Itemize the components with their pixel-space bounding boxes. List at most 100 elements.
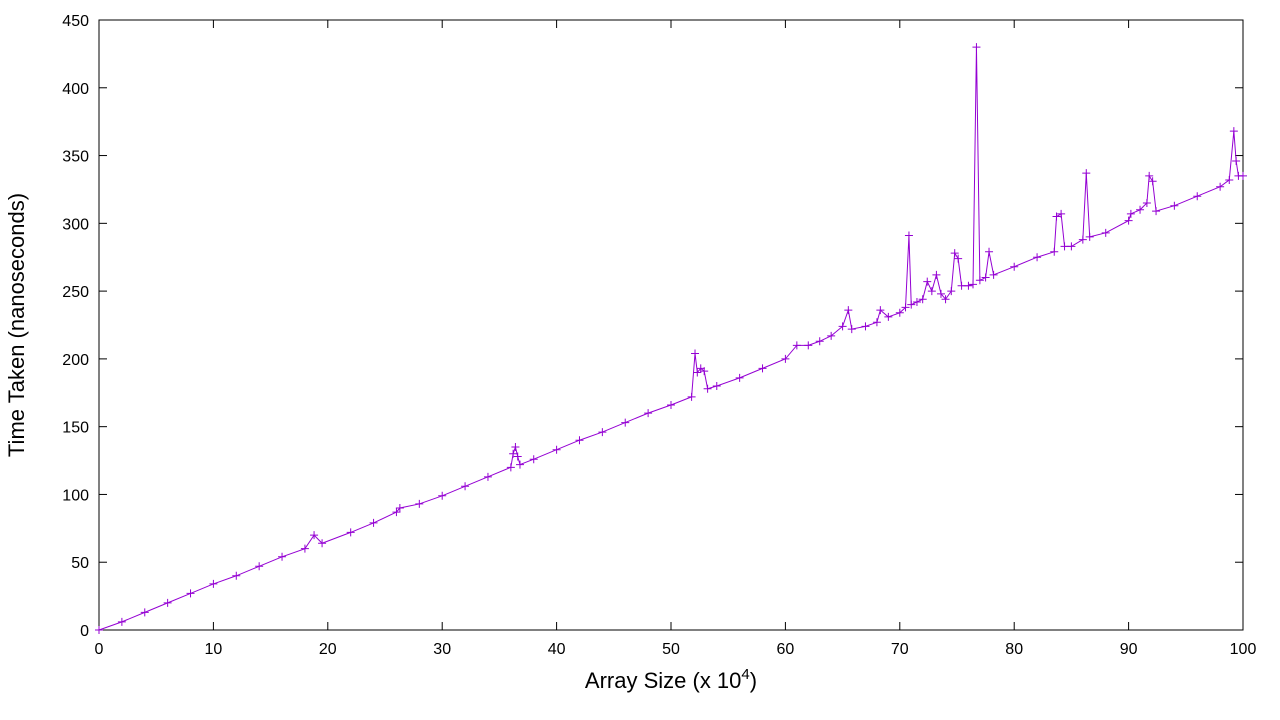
x-tick-label: 30 [433,641,451,658]
data-point [1148,177,1157,186]
data-point [1145,171,1154,180]
data-point [941,295,950,304]
data-point [1142,199,1151,207]
data-point [861,322,870,331]
x-tick-label: 60 [777,641,795,658]
data-point [310,531,319,540]
data-point [1232,156,1241,165]
x-tick-label: 10 [205,641,223,658]
data-point [989,270,998,279]
y-tick-label: 50 [71,555,89,572]
data-point [947,287,956,296]
data-point [1052,212,1061,221]
data-point [1136,205,1145,214]
x-axis-label: Array Size (x 104) [585,666,757,693]
data-point [781,354,790,363]
data-point [907,300,916,309]
data-point [758,364,767,373]
data-point [1193,192,1202,201]
data-point [117,617,126,626]
data-point [1060,242,1069,251]
data-point [1124,216,1133,225]
data-point [918,295,927,304]
x-tick-label: 40 [548,641,566,658]
data-point [844,306,853,315]
data-point [1229,127,1238,136]
data-point [1010,262,1019,271]
data-point [792,341,801,350]
data-point [163,598,172,607]
data-point [847,325,856,334]
data-point [644,409,653,418]
series-layer [95,43,1247,634]
data-point [912,297,921,306]
data-point [954,254,963,263]
data-point [804,341,813,350]
data-point [95,626,103,634]
data-point [506,463,515,472]
data-point [369,518,378,527]
y-tick-label: 200 [62,352,89,369]
y-tick-label: 150 [62,420,89,437]
data-point [1126,209,1135,218]
y-tick-label: 350 [62,149,89,166]
data-point [575,436,584,445]
data-point [712,382,721,390]
data-point [735,373,744,382]
data-point [1033,253,1042,262]
y-tick-label: 100 [62,487,89,504]
data-point [255,562,264,571]
data-point [895,308,904,317]
plot-frame [98,19,1244,631]
data-point [483,472,492,481]
data-point [1239,171,1247,180]
x-tick-label: 50 [662,641,680,658]
data-point [318,539,327,548]
x-axis-label-superscript: 4 [741,666,749,683]
data-point [981,273,990,282]
data-point [1170,201,1179,210]
data-point [1085,232,1094,241]
data-point [598,428,607,437]
data-point [1057,209,1066,218]
y-tick-label: 250 [62,284,89,301]
data-point [964,281,973,290]
data-point [687,392,696,401]
data-point [395,504,404,512]
data-point [511,443,520,451]
x-tick-label: 80 [1005,641,1023,658]
data-point [901,303,910,312]
data-point [1067,242,1076,251]
series-line [98,47,1243,631]
x-tick-label: 0 [95,641,104,658]
y-tick-label: 300 [62,216,89,233]
data-point [950,249,959,258]
data-point [1225,175,1234,184]
data-point [186,589,195,598]
data-point [923,277,932,286]
data-point [693,368,702,377]
data-point [529,455,538,464]
data-point [932,270,941,279]
x-tick-label: 20 [319,641,337,658]
data-point [1101,228,1110,237]
data-point [209,579,218,588]
data-point [838,322,847,331]
x-tick-label: 100 [1230,641,1257,658]
data-point [300,544,309,553]
data-point [509,449,518,458]
data-point [513,452,522,461]
data-point [904,231,913,240]
data-point [936,289,945,298]
data-point [1152,207,1161,216]
data-point [876,306,885,315]
data-point [515,460,524,469]
x-axis-label-main: Array Size (x 10 [585,668,742,693]
data-point [815,337,824,346]
data-point [957,281,966,290]
data-point [927,287,936,296]
data-point [346,528,355,537]
data-point [872,318,881,327]
data-point [621,418,630,427]
